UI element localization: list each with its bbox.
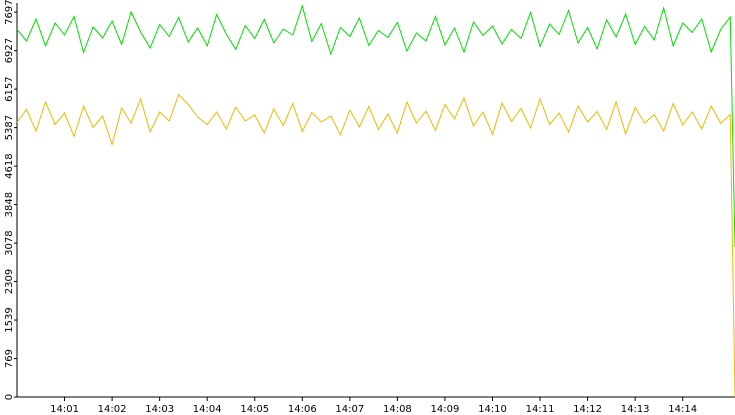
y-tick-label: 4618	[4, 153, 15, 178]
x-tick-label: 14:13	[621, 404, 650, 415]
y-tick-label: 3078	[4, 230, 15, 255]
y-tick-label: 2309	[4, 269, 15, 294]
x-tick-label: 14:07	[335, 404, 364, 415]
x-tick-label: 14:09	[431, 404, 460, 415]
y-tick-label: 6927	[4, 38, 15, 63]
x-tick-label: 14:02	[98, 404, 127, 415]
series-line	[16, 93, 735, 398]
y-tick-label: 6157	[4, 76, 15, 101]
x-tick-label: 14:14	[668, 404, 697, 415]
y-tick-label: 7697	[4, 0, 15, 25]
x-tick-label: 14:04	[193, 404, 222, 415]
y-tick-label: 769	[4, 349, 15, 368]
x-tick-label: 14:08	[383, 404, 412, 415]
y-tick-label: 5387	[4, 115, 15, 140]
x-tick-label: 14:06	[288, 404, 317, 415]
x-tick-label: 14:01	[50, 404, 79, 415]
series-line	[16, 4, 735, 248]
x-tick-label: 14:05	[240, 404, 269, 415]
x-tick-label: 14:10	[478, 404, 507, 415]
x-tick-label: 14:03	[145, 404, 174, 415]
x-tick-label: 14:11	[526, 404, 555, 415]
y-tick-label: 0	[4, 394, 15, 400]
x-tick-label: 14:12	[573, 404, 602, 415]
y-tick-label: 1539	[4, 307, 15, 332]
y-tick-label: 3848	[4, 192, 15, 217]
